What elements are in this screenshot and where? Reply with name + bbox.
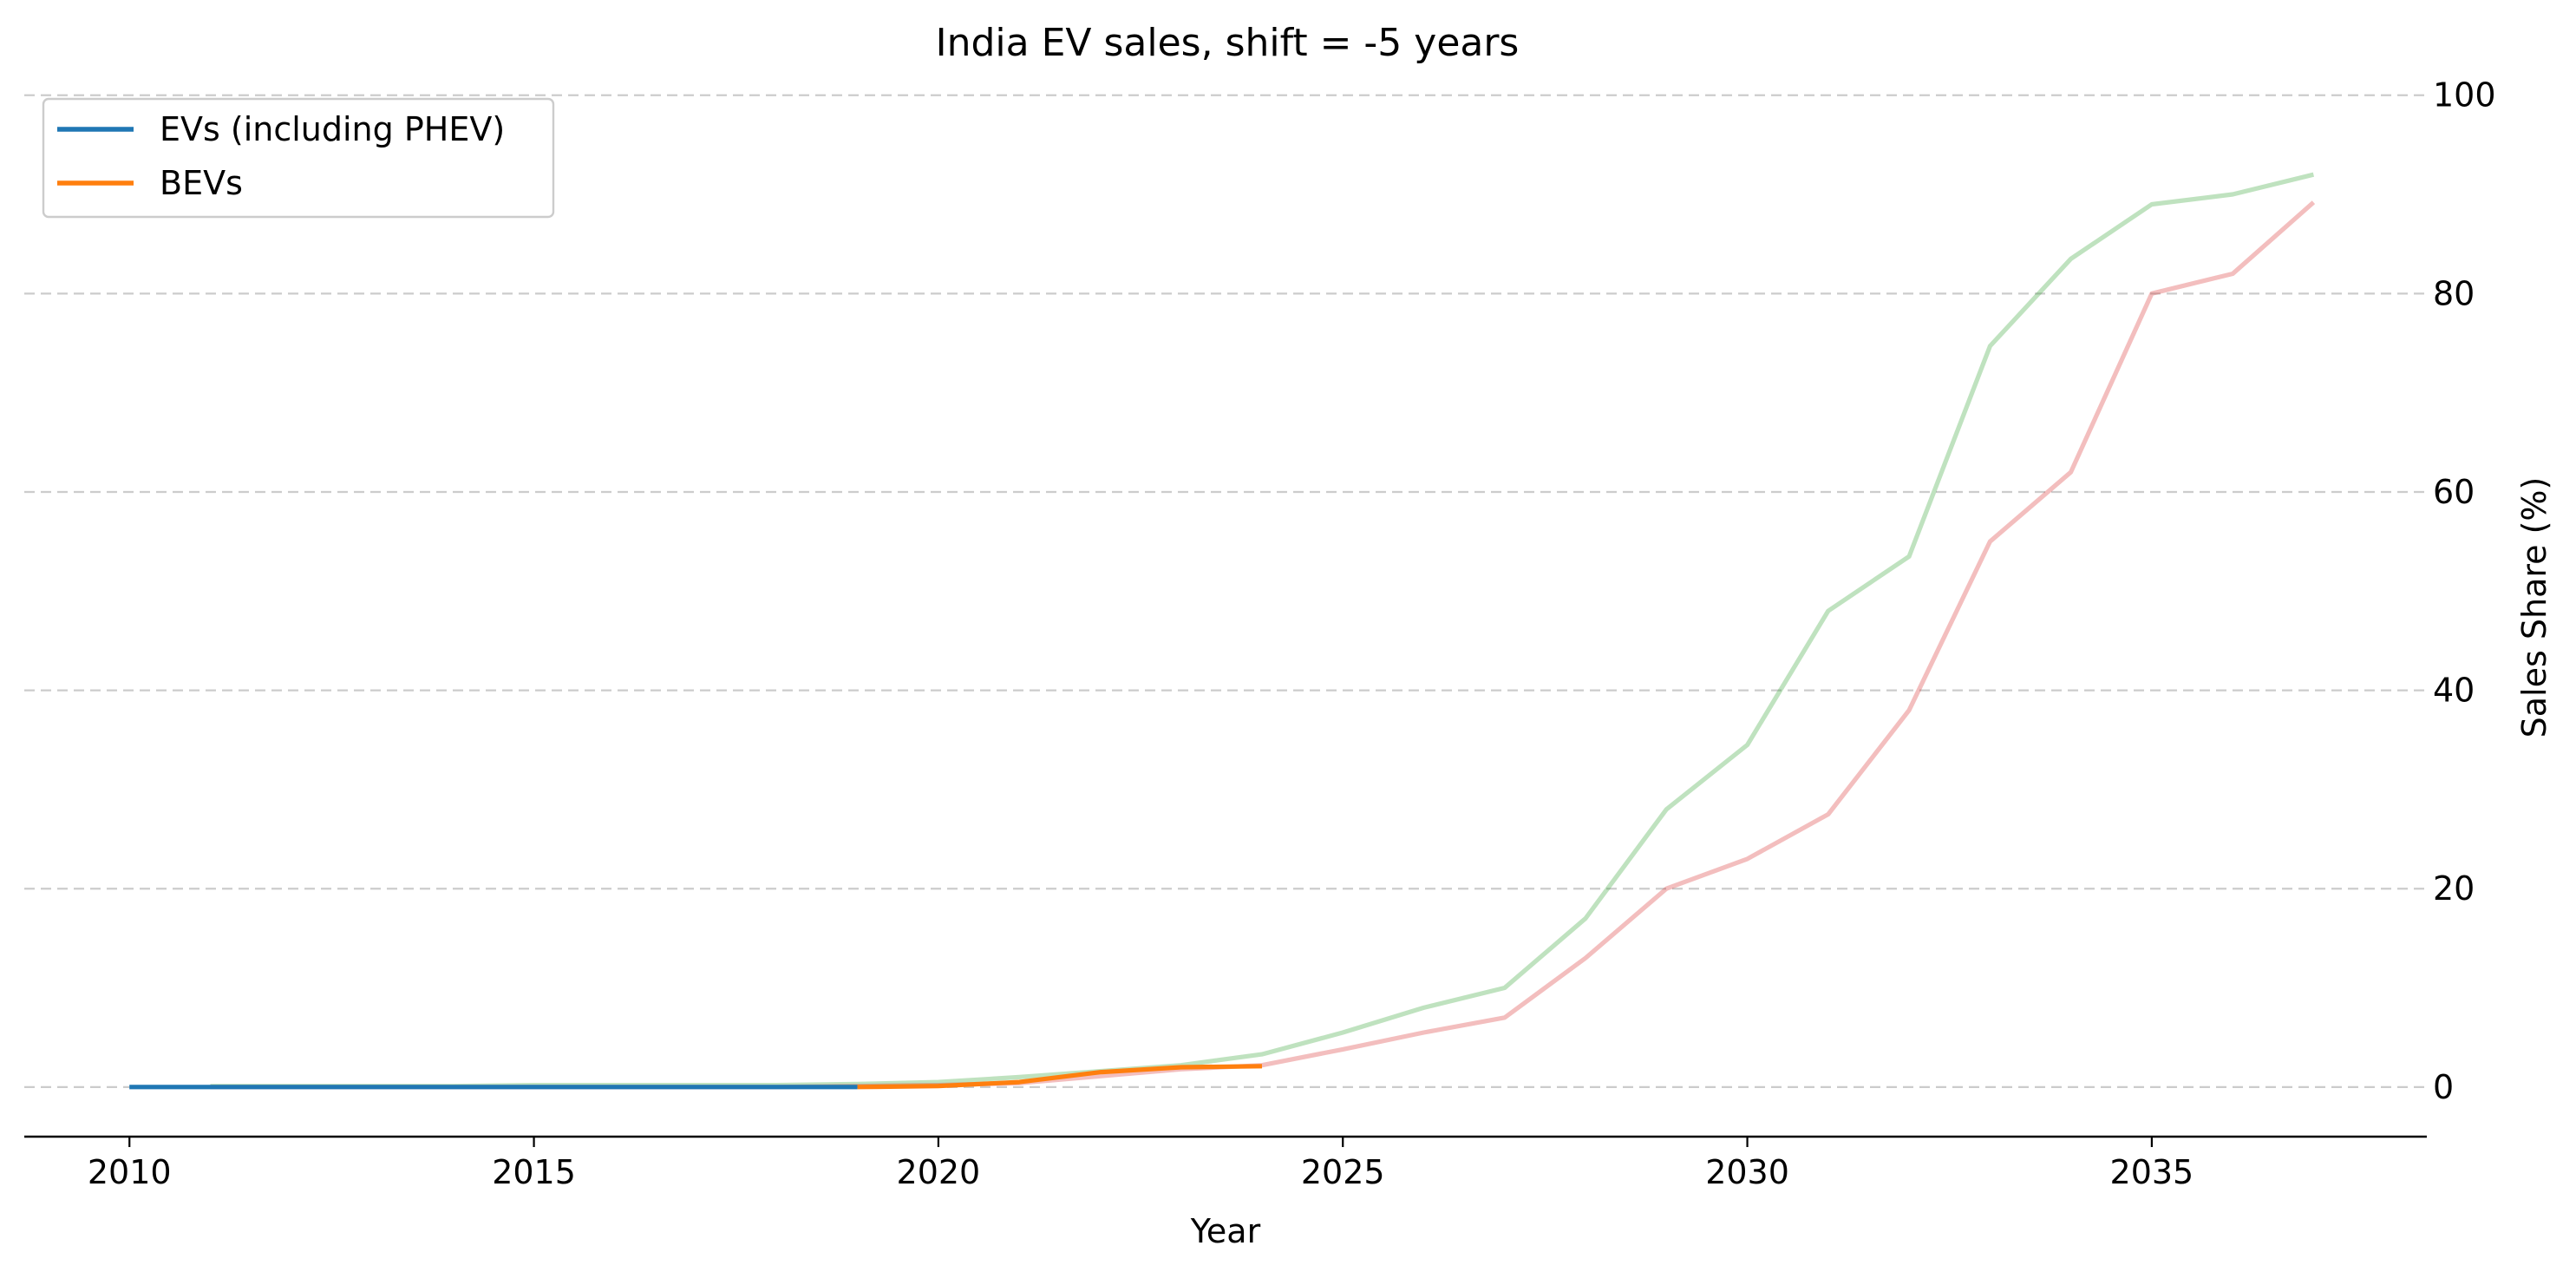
legend: EVs (including PHEV) BEVs — [42, 97, 555, 219]
legend-label-bevs: BEVs — [160, 164, 243, 202]
y-tick-label-0: 0 — [2433, 1068, 2454, 1106]
x-tick-label-2025: 2025 — [1301, 1153, 1385, 1191]
series-line-2 — [210, 172, 2315, 1089]
series-line-1 — [857, 1064, 1263, 1090]
legend-label-evs: EVs (including PHEV) — [160, 110, 505, 148]
x-tick-label-2015: 2015 — [492, 1153, 576, 1191]
y-axis-label: Sales Share (%) — [2515, 477, 2553, 738]
y-tick-label-60: 60 — [2433, 473, 2475, 511]
x-tick-label-2010: 2010 — [88, 1153, 172, 1191]
plot-area — [129, 172, 2316, 1090]
y-gridlines — [24, 94, 2427, 1088]
y-axis-ticks: 0 20 40 60 80 100 — [2433, 76, 2496, 1106]
x-axis-ticks: 2010 2015 2020 2025 2030 2035 — [88, 1137, 2194, 1191]
x-tick-label-2030: 2030 — [1705, 1153, 1789, 1191]
x-tick-label-2020: 2020 — [897, 1153, 981, 1191]
y-tick-label-40: 40 — [2433, 672, 2475, 710]
legend-box — [42, 97, 555, 219]
chart-title: India EV sales, shift = -5 years — [936, 21, 1520, 65]
y-tick-label-100: 100 — [2433, 76, 2496, 115]
y-tick-label-20: 20 — [2433, 869, 2475, 908]
y-tick-label-80: 80 — [2433, 274, 2475, 312]
x-tick-label-2035: 2035 — [2110, 1153, 2194, 1191]
x-axis-label: Year — [1190, 1212, 1261, 1250]
